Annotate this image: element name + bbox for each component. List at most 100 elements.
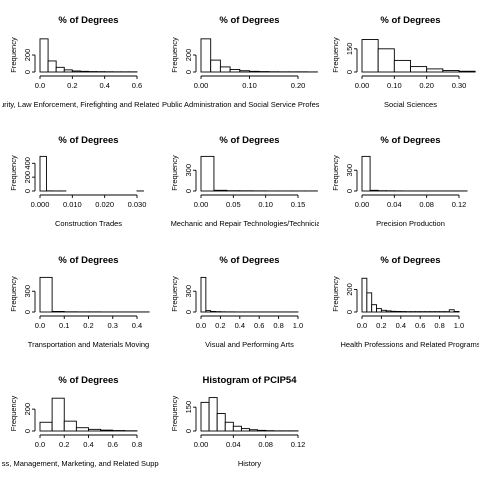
histogram-bar [393,59,411,73]
histogram-bar [390,310,397,313]
histogram-bar [39,276,53,313]
histogram-bar [410,66,428,73]
x-tick-label: 0.000 [31,200,50,209]
x-axis-label: Precision Production [376,219,445,228]
histogram-panel-8: % of Degrees 0.0 0.2 0.4 0.6 0.8 1.0 0 300 Freque… [170,255,303,349]
histogram-bar [39,421,53,432]
y-tick-label: 0 [184,310,193,314]
histogram-bar [200,155,215,192]
histogram-bar [51,310,65,313]
histogram-bar [39,38,49,73]
histogram-bar [361,39,379,73]
histogram-bar [216,413,226,432]
y-tick-label: 300 [345,164,354,177]
y-tick-label: 0 [345,189,354,193]
x-axis-label: Health Professions and Related Programs [340,340,480,349]
histogram-bar [79,70,89,73]
histogram-bar [376,308,382,313]
y-tick-label: 200 [23,403,32,416]
x-tick-label: 0.04 [387,200,402,209]
chart-title: % of Degrees [58,135,118,146]
y-tick-label: 200 [184,49,193,62]
histogram-bar [210,59,221,73]
y-axis-label: Frequency [9,396,18,432]
x-tick-label: 0.15 [291,200,306,209]
y-tick-label: 300 [184,164,193,177]
histogram-bar [229,68,241,73]
histogram-bar [100,429,114,432]
x-tick-label: 0.8 [132,440,142,449]
histogram-bar [448,309,455,313]
histogram-panel-10: % of Degrees 0.0 0.2 0.4 0.6 0.8 0 200 Frequency… [2,375,159,468]
histogram-bar [240,428,250,432]
x-tick-label: 0.20 [291,81,306,90]
x-tick-label: 1.0 [454,321,464,330]
histogram-bar [232,425,242,432]
histogram-bar [395,310,402,313]
x-tick-label: 0.00 [194,200,209,209]
x-tick-label: 0.0 [35,440,45,449]
histogram-bar [442,70,460,73]
histogram-bar [75,427,89,432]
histogram-bar [39,155,47,192]
y-tick-label: 300 [23,285,32,298]
x-tick-label: 0.0 [357,321,367,330]
y-axis-label: Frequency [331,37,340,73]
histogram-bar [208,397,218,432]
histogram-panel-7: % of Degrees 0.0 0.1 0.2 0.3 0.4 0 300 Frequency… [9,255,150,349]
y-axis-label: Frequency [331,276,340,312]
histogram-panel-2: % of Degrees 0.00 0.10 0.20 0 200 Frequency Pub… [162,15,319,109]
x-tick-label: 0.1 [59,321,69,330]
chart-title: % of Degrees [58,375,118,386]
y-tick-label: 0 [184,429,193,433]
y-axis-label: Frequency [9,276,18,312]
histogram-bar [377,48,395,73]
x-tick-label: 0.2 [215,321,225,330]
y-tick-label: 150 [184,401,193,414]
x-tick-label: 0.04 [226,440,241,449]
histogram-bar [361,277,368,313]
y-tick-label: 0 [184,70,193,74]
histogram-bar [380,309,387,313]
y-tick-label: 200 [23,171,32,184]
x-tick-label: 0.20 [419,81,434,90]
histogram-panel-6: % of Degrees 0.00 0.04 0.08 0.12 0 300 Frequenc… [331,135,468,228]
chart-title: % of Degrees [219,255,279,266]
x-tick-label: 0.10 [258,200,273,209]
chart-title: % of Degrees [380,255,440,266]
histogram-bar [458,70,476,73]
chart-title: % of Degrees [380,15,440,26]
histogram-bar [371,304,378,313]
x-tick-label: 0.6 [132,81,142,90]
histogram-bar [361,155,371,192]
y-axis-label: Frequency [170,155,179,191]
x-tick-label: 0.08 [419,200,434,209]
histogram-bar [88,428,102,432]
y-tick-label: 0 [345,70,354,74]
x-tick-label: 0.4 [132,321,142,330]
chart-title: % of Degrees [58,15,118,26]
x-tick-label: 0.00 [355,81,370,90]
y-tick-label: 0 [345,310,354,314]
x-tick-label: 0.020 [95,200,114,209]
x-tick-label: 0.030 [128,200,147,209]
histogram-bar [200,276,207,313]
x-axis-label: Visual and Performing Arts [205,340,294,349]
x-tick-label: 0.3 [108,321,118,330]
x-tick-label: 0.05 [226,200,241,209]
histogram-bar [210,310,216,313]
chart-title: % of Degrees [219,135,279,146]
x-tick-label: 0.0 [35,81,45,90]
y-tick-label: 0 [23,429,32,433]
x-tick-label: 0.0 [196,321,206,330]
histogram-bar [71,70,81,73]
x-axis-label: Homeland Security, Law Enforcement, Fire… [0,100,226,109]
histogram-bar [47,60,57,73]
x-axis-label: Construction Trades [55,219,122,228]
chart-title: % of Degrees [219,15,279,26]
histogram-bar [213,189,228,192]
y-tick-label: 200 [23,49,32,62]
histogram-bar [385,310,392,313]
